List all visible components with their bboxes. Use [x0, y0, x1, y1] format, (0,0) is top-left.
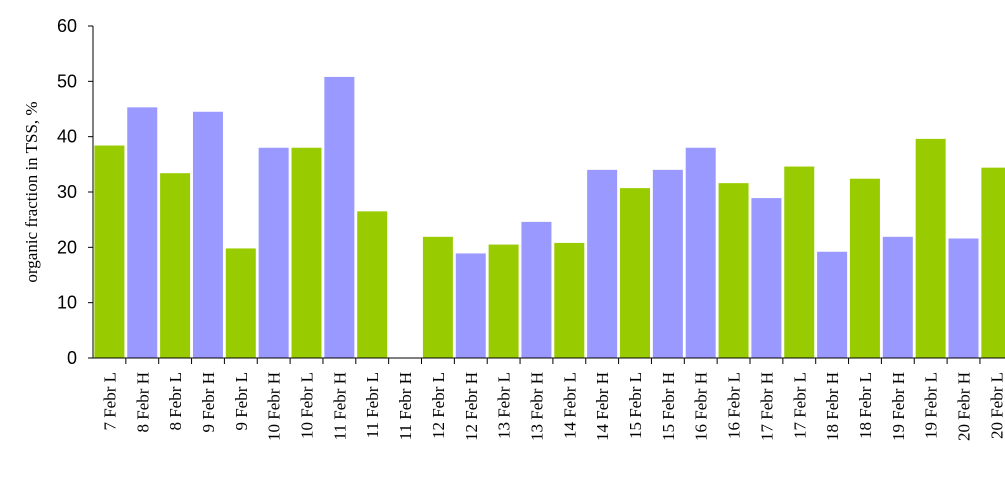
- bar: [948, 238, 979, 358]
- x-tick-label: 8 Febr L: [166, 372, 185, 431]
- x-tick-label: 10 Febr L: [298, 372, 317, 439]
- x-tick-label: 9 Febr H: [199, 372, 218, 432]
- y-tick-label: 60: [57, 16, 77, 36]
- x-tick-label: 18 Febr H: [823, 372, 842, 441]
- bar: [521, 221, 552, 358]
- bar: [981, 167, 1005, 358]
- x-tick-label: 11 Febr H: [396, 372, 415, 440]
- x-axis: 7 Febr L 8 Febr H 8 Febr L 9 Febr H 9 Febr L…: [93, 357, 1005, 441]
- bar: [291, 147, 322, 358]
- x-tick-label: 18 Febr L: [856, 372, 875, 439]
- bar: [357, 211, 388, 358]
- y-tick-label: 50: [57, 71, 77, 91]
- x-tick-label: 9 Febr L: [232, 372, 251, 431]
- y-tick-label: 30: [57, 182, 77, 202]
- bar: [685, 147, 716, 358]
- y-tick-label: 0: [67, 348, 77, 368]
- bar: [127, 107, 158, 358]
- x-tick-label: 15 Febr H: [659, 372, 678, 441]
- x-tick-label: 15 Febr L: [626, 372, 645, 439]
- bar: [192, 111, 223, 359]
- x-tick-label: 12 Febr H: [462, 372, 481, 441]
- bar: [784, 166, 815, 358]
- bar: [422, 236, 453, 358]
- x-tick-label: 17 Febr H: [757, 372, 776, 441]
- x-tick-label: 7 Febr L: [100, 372, 119, 431]
- bar: [817, 251, 848, 358]
- bar: [882, 236, 913, 358]
- x-tick-label: 12 Febr L: [429, 372, 448, 439]
- x-tick-label: 10 Febr H: [265, 372, 284, 441]
- x-tick-label: 19 Febr L: [922, 372, 941, 439]
- x-tick-label: 20 Febr L: [987, 372, 1005, 439]
- x-tick-label: 14 Febr L: [560, 372, 579, 439]
- x-tick-label: 19 Febr H: [889, 372, 908, 441]
- y-tick-label: 10: [57, 293, 77, 313]
- y-tick-label: 40: [57, 127, 77, 147]
- bar: [849, 178, 880, 358]
- x-tick-label: 16 Febr H: [692, 372, 711, 441]
- x-tick-label: 13 Febr L: [495, 372, 514, 439]
- bar: [554, 242, 585, 358]
- x-tick-label: 8 Febr H: [133, 372, 152, 432]
- bar: [455, 253, 486, 358]
- x-tick-label: 20 Febr H: [955, 372, 974, 441]
- x-tick-label: 13 Febr H: [527, 372, 546, 441]
- bars: [94, 76, 1005, 359]
- y-axis: 0 10 20 30 40 50 60: [57, 16, 94, 368]
- x-tick-label: 11 Febr H: [330, 372, 349, 440]
- bar: [258, 147, 289, 358]
- bar: [751, 198, 782, 358]
- x-tick-label: 17 Febr L: [790, 372, 809, 439]
- y-tick-label: 20: [57, 237, 77, 257]
- bar: [324, 76, 355, 358]
- bar: [718, 183, 749, 358]
- x-tick-label: 11 Febr L: [363, 372, 382, 438]
- bar: [160, 173, 191, 358]
- bar: [94, 145, 125, 358]
- y-axis-label: organic fraction in TSS, %: [22, 101, 41, 282]
- x-tick-label: 16 Febr L: [725, 372, 744, 439]
- bar: [915, 138, 946, 358]
- bar: [587, 169, 618, 358]
- bar: [652, 169, 683, 358]
- bar: [225, 248, 256, 358]
- bar: [620, 188, 650, 358]
- x-tick-label: 14 Febr H: [593, 372, 612, 441]
- bar: [488, 244, 519, 358]
